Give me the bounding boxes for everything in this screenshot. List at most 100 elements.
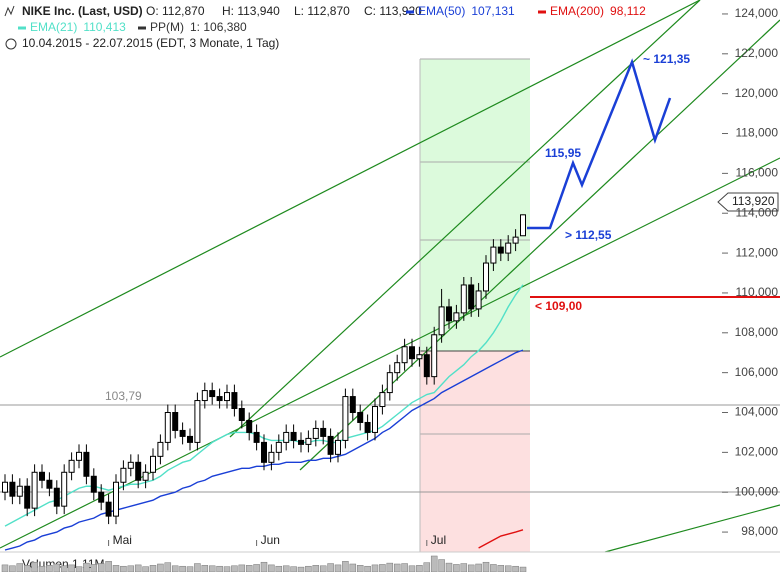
candle-body xyxy=(490,246,497,264)
trend-line xyxy=(229,0,701,438)
volume-bar xyxy=(445,562,453,572)
candle-body xyxy=(179,429,186,437)
candle-body xyxy=(246,419,253,433)
candle-body xyxy=(409,346,415,360)
volume-bar xyxy=(75,566,83,572)
volume-bar xyxy=(9,565,16,572)
y-tick-label: 116,000 xyxy=(736,166,779,180)
annotation: < 109,00 xyxy=(535,299,582,313)
volume-bar xyxy=(467,564,475,572)
volume-bar xyxy=(349,563,357,572)
annotation: 103,79 xyxy=(105,389,142,403)
volume-bar xyxy=(268,564,275,572)
candle-body xyxy=(505,242,512,254)
volume-bar xyxy=(275,565,283,572)
candle-body xyxy=(401,346,408,364)
candle-body xyxy=(209,390,216,398)
volume-bar xyxy=(416,565,423,572)
candle-body xyxy=(305,437,312,445)
volume-bar xyxy=(46,565,53,572)
legend: EMA(50) 107,131 EMA(200) 98,112 EMA(21) 110,4… xyxy=(18,4,646,34)
candle-body xyxy=(76,451,82,461)
candle-body xyxy=(423,354,430,378)
volume-bar xyxy=(194,563,201,572)
volume-bar xyxy=(112,565,120,572)
candle-body xyxy=(253,431,260,443)
volume-bar xyxy=(393,563,401,572)
quote: C: 113,920 xyxy=(364,4,422,18)
volume-bar xyxy=(260,561,268,572)
candle-body xyxy=(231,392,238,410)
volume-bar xyxy=(164,562,172,572)
candle-body xyxy=(150,455,156,473)
volume-bar xyxy=(290,566,297,572)
candle-body xyxy=(416,354,423,360)
volume-bar xyxy=(282,565,290,572)
candle-body xyxy=(83,451,90,477)
volume-bar xyxy=(157,563,164,572)
volume-bar xyxy=(97,563,105,572)
trend-line xyxy=(604,504,780,553)
volume-bar xyxy=(238,564,246,572)
x-tick-label: Mai xyxy=(113,533,132,547)
candle-body xyxy=(120,467,127,483)
volume-bar xyxy=(23,565,31,572)
candle-body xyxy=(172,412,179,431)
candle-body xyxy=(187,435,193,443)
clock-icon xyxy=(5,38,17,50)
volume-bar xyxy=(423,562,431,572)
candle-body xyxy=(446,306,452,322)
volume-bar xyxy=(342,561,349,572)
volume-bar xyxy=(430,555,438,572)
candle-body xyxy=(468,284,475,310)
trend-line xyxy=(0,157,780,549)
volume-bar xyxy=(297,566,305,572)
x-tick-label: Jul xyxy=(431,533,446,547)
y-tick-label: 110,000 xyxy=(736,285,779,299)
volume-bar xyxy=(319,565,327,572)
candle-body xyxy=(98,491,105,503)
volume-bar xyxy=(31,561,38,572)
volume-bar xyxy=(105,561,112,572)
trend-line xyxy=(0,0,701,358)
candle-body xyxy=(216,396,223,402)
candle-body xyxy=(335,439,341,455)
candle-body xyxy=(224,392,230,402)
annotation: > 112,55 xyxy=(565,228,612,242)
candle-body xyxy=(431,334,438,378)
candle-body xyxy=(61,471,68,507)
ema-line xyxy=(478,529,524,549)
volume-bar xyxy=(60,565,68,572)
candle-body xyxy=(24,485,31,509)
volume-bar xyxy=(253,564,260,572)
target-zone xyxy=(420,59,530,351)
quote: L: 112,870 xyxy=(294,4,350,18)
volume-bar xyxy=(223,566,231,572)
legend-value: 98,112 xyxy=(610,4,646,18)
y-tick-label: 114,000 xyxy=(736,205,779,219)
volume-bar xyxy=(312,565,320,572)
candle-body xyxy=(194,400,201,443)
candle-body xyxy=(16,485,23,497)
title: NIKE Inc. (Last, USD) xyxy=(22,4,143,18)
volume-bar xyxy=(68,564,75,572)
trend-lines xyxy=(0,0,780,553)
volume-bar xyxy=(401,563,408,572)
volume-bar xyxy=(482,561,490,572)
candle-body xyxy=(520,214,526,237)
candle-body xyxy=(2,481,8,493)
volume-bar xyxy=(201,565,209,572)
y-tick-label: 120,000 xyxy=(735,86,779,100)
quote: O: 112,870 xyxy=(146,4,205,18)
candle-body xyxy=(201,390,208,402)
y-tick-label: 118,000 xyxy=(736,126,779,140)
candle-body xyxy=(357,412,364,423)
quote: H: 113,940 xyxy=(222,4,280,18)
candle-body xyxy=(364,421,371,433)
volume-bar xyxy=(90,564,98,572)
candle-body xyxy=(275,441,282,453)
candle-body xyxy=(31,471,38,509)
x-tick-label: Jun xyxy=(261,533,280,547)
y-tick-label: 122,000 xyxy=(735,46,779,60)
